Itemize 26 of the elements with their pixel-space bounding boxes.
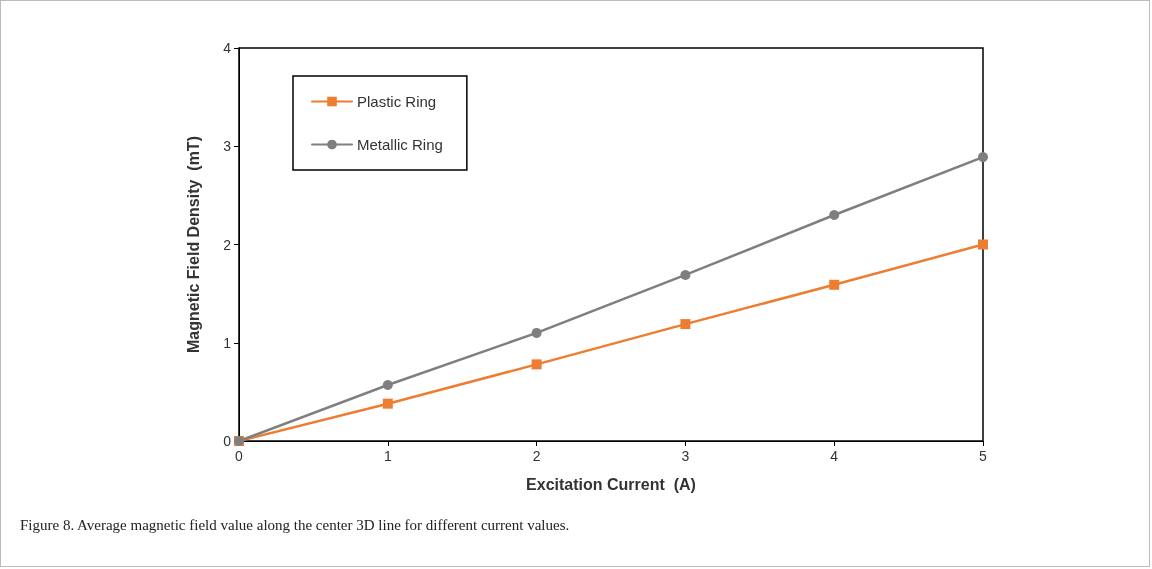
point (978, 239, 988, 250)
point (680, 269, 691, 280)
x-tick-label: 1 (383, 448, 392, 464)
point (531, 359, 542, 370)
point (680, 319, 691, 330)
x-tick-label: 5 (979, 448, 988, 464)
point (382, 398, 393, 409)
point (829, 210, 840, 221)
point (382, 380, 393, 390)
legend-label: Metallic Ring (357, 136, 443, 153)
y-tick-label: 1 (223, 334, 232, 351)
point (978, 152, 988, 163)
point (829, 279, 840, 290)
y-axis-title: Magnetic Field Density (mT) (184, 136, 202, 353)
y-tick-label: 3 (223, 138, 232, 155)
point (531, 327, 542, 338)
x-axis-title: Excitation Current (A) (526, 475, 696, 493)
y-tick-label: 4 (223, 40, 232, 56)
x-tick-label: 3 (681, 448, 690, 464)
y-tick-label: 2 (223, 236, 232, 253)
y-tick-label: 0 (223, 433, 232, 449)
legend-label: Plastic Ring (357, 93, 437, 110)
caption: Figure 8. Average magnetic field value along the center 3D line for different current values. (20, 516, 570, 533)
x-tick-label: 2 (532, 448, 541, 464)
x-tick-label: 0 (235, 448, 244, 464)
x-tick-label: 4 (830, 448, 839, 464)
